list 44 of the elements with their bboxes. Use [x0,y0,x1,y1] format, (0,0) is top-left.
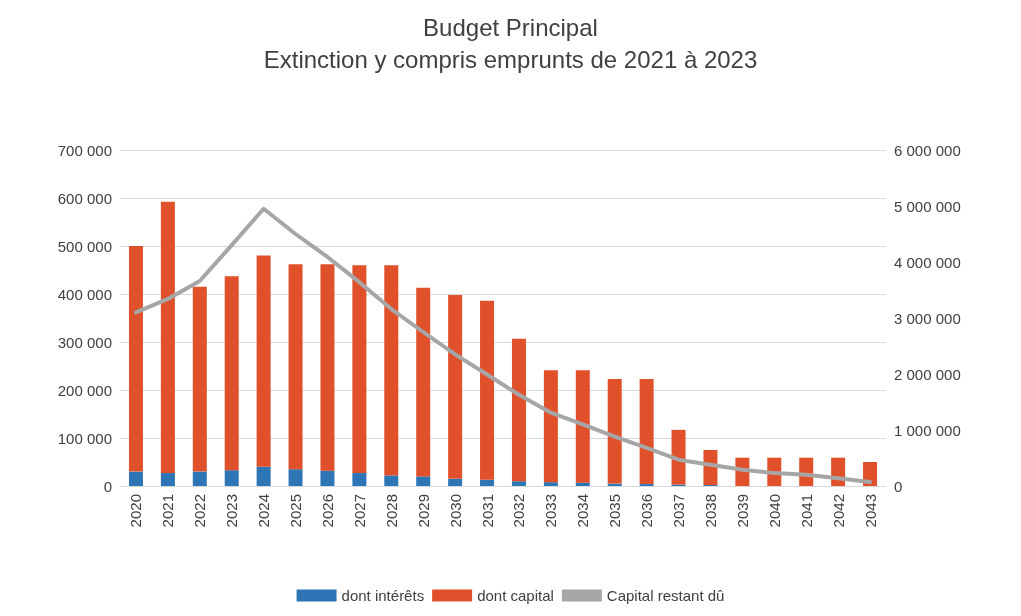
x-tick-label: 2040 [765,494,783,528]
x-tick-label: 2026 [318,494,336,528]
x-tick-label: 2024 [255,494,273,528]
y-tick-label: 0 [103,477,112,495]
x-tick-label: 2020 [127,494,145,528]
legend-label: dont intérêts [341,587,425,604]
y2-tick-label: 5 000 000 [894,197,961,215]
y2-tick-label: 4 000 000 [894,253,961,271]
x-tick-label: 2037 [670,494,688,528]
x-tick-label: 2038 [701,494,719,528]
x-tick-label: 2036 [638,494,656,528]
y2-tick-label: 1 000 000 [894,421,961,439]
x-tick-label: 2032 [510,494,528,528]
y-tick-label: 700 000 [57,141,112,159]
x-tick-label: 2034 [574,494,592,528]
legend-label: Capital restant dû [606,587,725,604]
x-tick-label: 2041 [797,494,815,528]
legend-label: dont capital [477,587,554,604]
y2-tick-label: 0 [894,477,903,495]
x-tick-label: 2030 [446,494,464,528]
x-tick-label: 2035 [606,494,624,528]
x-tick-label: 2031 [478,494,496,528]
x-tick-label: 2033 [542,494,560,528]
y-tick-label: 300 000 [57,333,112,351]
x-tick-label: 2022 [191,494,209,528]
x-tick-label: 2021 [159,494,177,528]
y2-tick-label: 2 000 000 [894,365,961,383]
x-tick-label: 2023 [223,494,241,528]
x-tick-label: 2029 [414,494,432,528]
y2-tick-label: 6 000 000 [894,141,961,159]
x-tick-label: 2043 [861,494,879,528]
chart-subtitle: Extinction y compris emprunts de 2021 à 2023 [263,45,758,73]
x-tick-label: 2027 [350,494,368,528]
y-tick-label: 400 000 [57,285,112,303]
y-tick-label: 500 000 [57,237,112,255]
y2-tick-label: 3 000 000 [894,309,961,327]
y-tick-label: 100 000 [57,429,112,447]
x-tick-label: 2025 [287,494,305,528]
x-tick-label: 2039 [733,494,751,528]
x-tick-label: 2028 [382,494,400,528]
y-tick-label: 200 000 [57,381,112,399]
y-tick-label: 600 000 [57,189,112,207]
chart-title: Budget Principal [423,13,598,41]
x-tick-label: 2042 [829,494,847,528]
